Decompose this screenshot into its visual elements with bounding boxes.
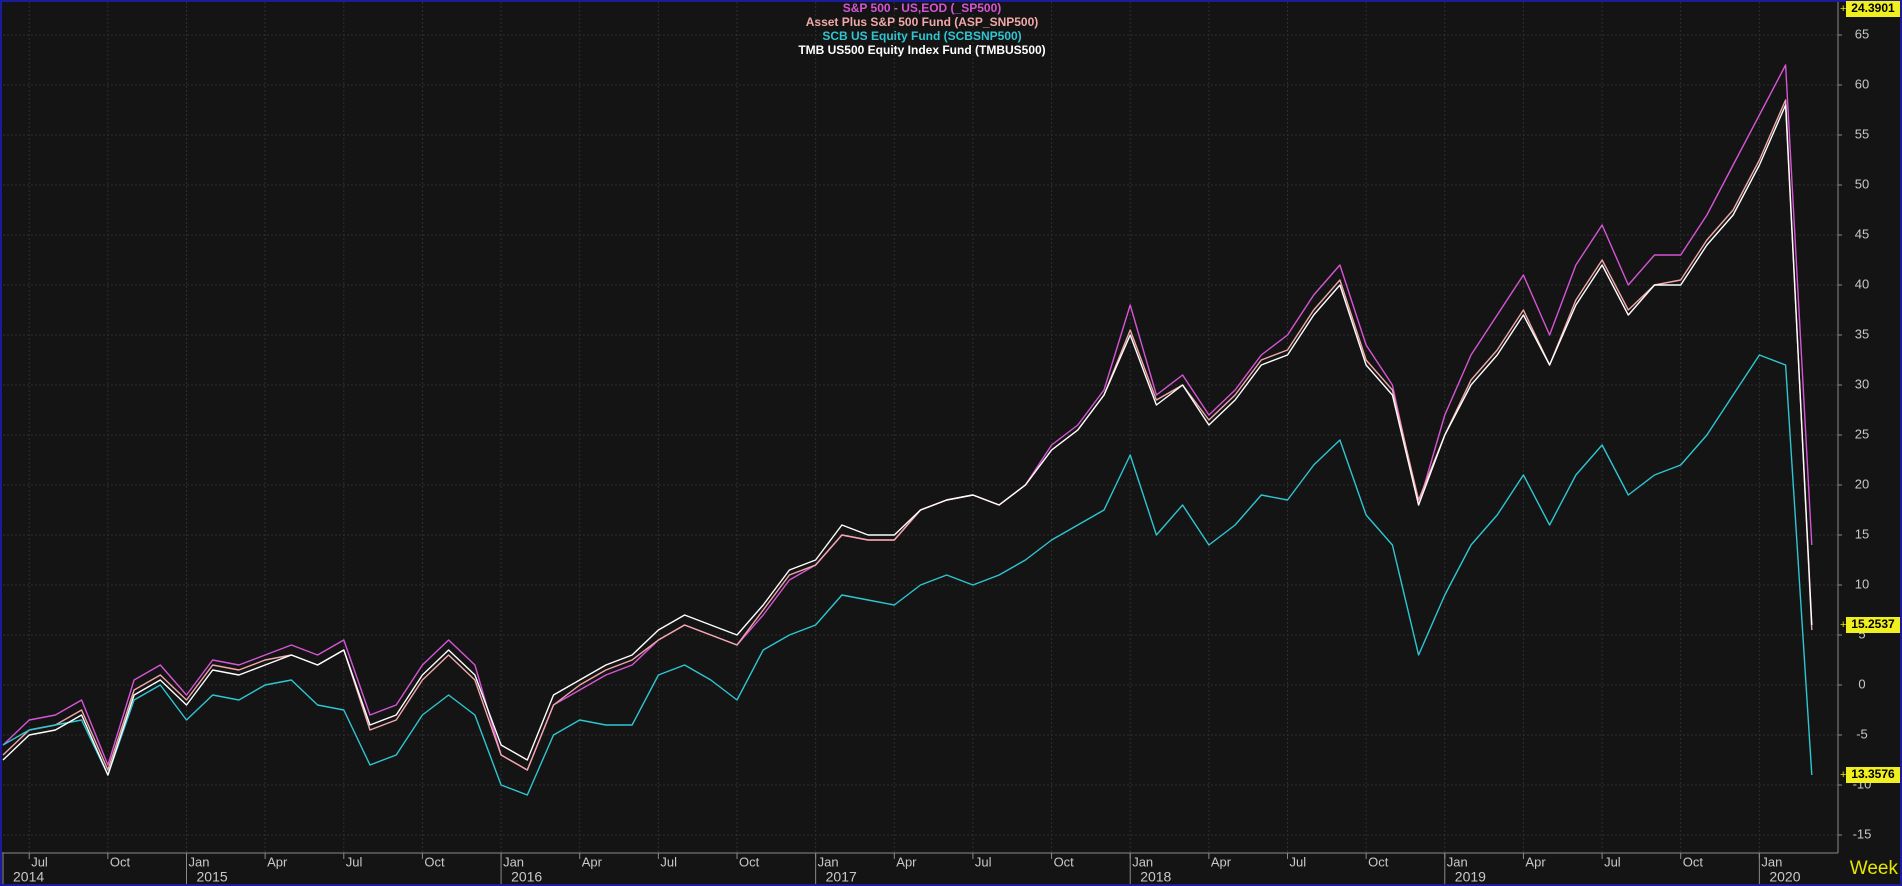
x-tick-label: Jul bbox=[1604, 854, 1621, 869]
y-tick-label: 50 bbox=[1855, 176, 1869, 191]
x-tick-label: Jan bbox=[1761, 854, 1782, 869]
x-tick-label: Jul bbox=[31, 854, 48, 869]
x-tick-label: Oct bbox=[424, 854, 445, 869]
x-tick-label: Apr bbox=[582, 854, 603, 869]
year-label: 2018 bbox=[1140, 869, 1171, 885]
y-tick-label: -15 bbox=[1853, 826, 1872, 841]
y-tick-label: -5 bbox=[1856, 726, 1868, 741]
x-tick-label: Jul bbox=[1290, 854, 1307, 869]
price-label: 24.3901 bbox=[1851, 1, 1895, 15]
price-label: 13.3576 bbox=[1851, 767, 1895, 781]
year-label: 2017 bbox=[826, 869, 857, 885]
x-tick-label: Oct bbox=[1054, 854, 1075, 869]
legend-entry: TMB US500 Equity Index Fund (TMBUS500) bbox=[798, 43, 1045, 57]
x-tick-label: Jul bbox=[346, 854, 363, 869]
y-tick-label: 65 bbox=[1855, 26, 1869, 41]
y-tick-label: 60 bbox=[1855, 76, 1869, 91]
x-tick-label: Jan bbox=[1132, 854, 1153, 869]
x-tick-label: Jan bbox=[189, 854, 210, 869]
legend-entry: S&P 500 - US,EOD (_SP500) bbox=[843, 1, 1002, 15]
legend-entry: SCB US Equity Fund (SCBSNP500) bbox=[822, 29, 1021, 43]
x-tick-label: Apr bbox=[896, 854, 917, 869]
legend-entry: Asset Plus S&P 500 Fund (ASP_SNP500) bbox=[806, 15, 1039, 29]
y-tick-label: 35 bbox=[1855, 326, 1869, 341]
x-tick-label: Oct bbox=[1368, 854, 1389, 869]
x-tick-label: Jul bbox=[975, 854, 992, 869]
x-tick-label: Apr bbox=[267, 854, 288, 869]
y-tick-label: 0 bbox=[1858, 676, 1865, 691]
y-tick-label: 25 bbox=[1855, 426, 1869, 441]
series-line bbox=[2, 354, 1813, 796]
y-tick-label: 55 bbox=[1855, 126, 1869, 141]
price-marker: + bbox=[1840, 769, 1846, 781]
price-marker: + bbox=[1840, 619, 1846, 631]
y-tick-label: 40 bbox=[1855, 276, 1869, 291]
price-label-box bbox=[1846, 1, 1900, 17]
y-tick-label: 10 bbox=[1855, 576, 1869, 591]
series-line bbox=[2, 104, 1813, 776]
year-label: 2020 bbox=[1769, 869, 1800, 885]
y-tick-label: 30 bbox=[1855, 376, 1869, 391]
x-tick-label: Oct bbox=[1683, 854, 1704, 869]
year-label: 2014 bbox=[13, 869, 44, 885]
x-tick-label: Oct bbox=[739, 854, 760, 869]
x-tick-label: Jan bbox=[503, 854, 524, 869]
period-label: Week bbox=[1850, 858, 1899, 879]
y-tick-label: 45 bbox=[1855, 226, 1869, 241]
price-label-box bbox=[1846, 617, 1900, 633]
year-label: 2015 bbox=[197, 869, 228, 885]
y-tick-label: 20 bbox=[1855, 476, 1869, 491]
y-tick-label: 5 bbox=[1858, 626, 1865, 641]
year-label: 2016 bbox=[511, 869, 542, 885]
x-tick-label: Jan bbox=[1447, 854, 1468, 869]
price-label-box bbox=[1846, 767, 1900, 783]
x-tick-label: Jul bbox=[660, 854, 677, 869]
year-label: 2019 bbox=[1455, 869, 1486, 885]
y-tick-label: 15 bbox=[1855, 526, 1869, 541]
x-tick-label: Apr bbox=[1211, 854, 1232, 869]
price-label: 15.2537 bbox=[1851, 617, 1895, 631]
x-tick-label: Apr bbox=[1525, 854, 1546, 869]
x-tick-label: Oct bbox=[110, 854, 131, 869]
x-tick-label: Jan bbox=[818, 854, 839, 869]
price-marker: + bbox=[1840, 3, 1846, 15]
